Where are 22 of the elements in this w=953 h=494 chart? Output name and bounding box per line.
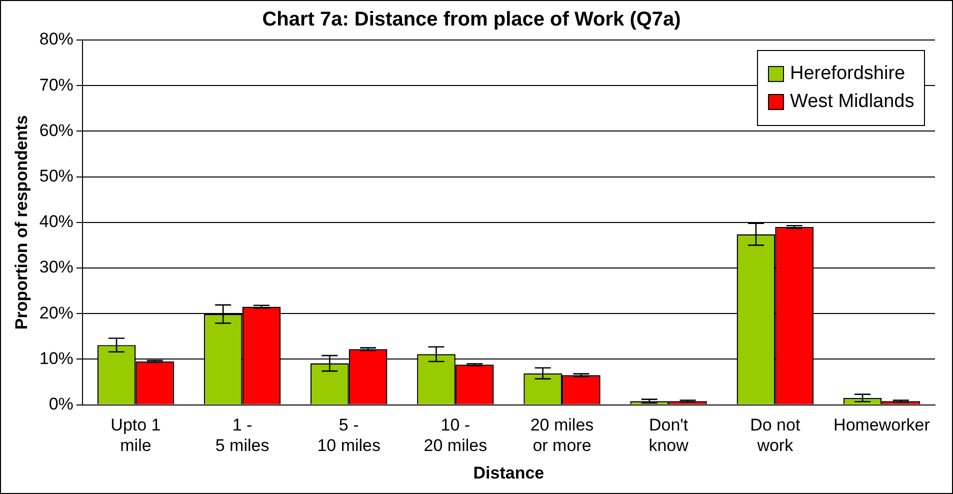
legend-label: Herefordshire — [790, 63, 906, 85]
y-tick-label: 80% — [39, 30, 74, 49]
y-axis-title: Proportion of respondents — [12, 115, 31, 330]
y-tick-label: 10% — [39, 348, 74, 368]
legend-label: West Midlands — [790, 91, 914, 113]
x-tick-label: Don't know — [648, 416, 690, 456]
y-tick-label: 50% — [39, 166, 74, 186]
y-tick-label: 60% — [39, 120, 74, 140]
x-tick-label: Homeworker — [834, 416, 930, 435]
y-tick-label: 20% — [39, 303, 74, 322]
x-tick-label: Do not work — [750, 416, 800, 456]
y-tick-label: 30% — [39, 258, 74, 277]
y-tick-label: 0% — [48, 394, 74, 414]
chart-title: Chart 7a: Distance from place of Work (Q7a) — [262, 8, 681, 31]
x-axis-title: Distance — [473, 463, 544, 482]
x-tick-label: Upto 1 mile — [110, 416, 161, 456]
y-tick-label: 70% — [39, 75, 74, 94]
x-tick-label: 10 - 20 miles — [424, 416, 488, 456]
x-tick-label: 5 - 10 miles — [317, 416, 381, 456]
x-tick-label: 1 - 5 miles — [215, 416, 270, 456]
y-tick-label: 40% — [39, 212, 74, 232]
x-tick-label: 20 miles or more — [530, 416, 594, 456]
